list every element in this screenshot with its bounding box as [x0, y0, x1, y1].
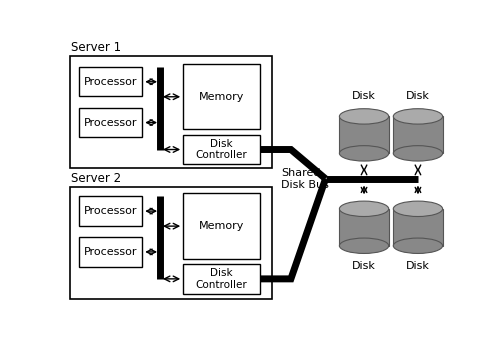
Ellipse shape: [340, 145, 388, 161]
Text: Processor: Processor: [84, 77, 138, 87]
Text: Disk: Disk: [352, 91, 376, 101]
Ellipse shape: [340, 238, 388, 253]
Ellipse shape: [394, 145, 442, 161]
Text: Disk: Disk: [352, 261, 376, 271]
Bar: [183, 64, 260, 130]
Bar: [79, 196, 142, 226]
Text: Disk
Controller: Disk Controller: [196, 268, 248, 290]
Bar: [70, 187, 272, 299]
Bar: [340, 209, 388, 246]
Bar: [394, 209, 442, 246]
Bar: [394, 116, 442, 153]
Text: Server 2: Server 2: [72, 172, 122, 185]
Bar: [79, 108, 142, 137]
Bar: [183, 193, 260, 259]
Bar: [183, 135, 260, 164]
Ellipse shape: [394, 109, 442, 124]
Bar: [79, 237, 142, 267]
Text: Server 1: Server 1: [72, 41, 122, 54]
Bar: [79, 67, 142, 96]
Text: Disk
Controller: Disk Controller: [196, 139, 248, 160]
Ellipse shape: [340, 109, 388, 124]
Ellipse shape: [340, 201, 388, 217]
Text: Shared
Disk Bus: Shared Disk Bus: [281, 168, 329, 190]
Text: Memory: Memory: [199, 221, 244, 231]
Text: Disk: Disk: [406, 91, 430, 101]
Text: Processor: Processor: [84, 206, 138, 216]
Ellipse shape: [394, 201, 442, 217]
Ellipse shape: [394, 238, 442, 253]
Bar: [340, 116, 388, 153]
Text: Processor: Processor: [84, 118, 138, 127]
Text: Disk: Disk: [406, 261, 430, 271]
Bar: [183, 264, 260, 293]
Text: Processor: Processor: [84, 247, 138, 257]
Bar: [70, 56, 272, 168]
Text: Memory: Memory: [199, 92, 244, 102]
